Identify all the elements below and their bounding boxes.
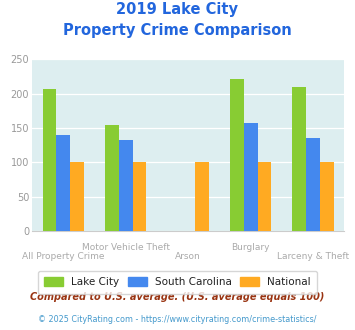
Bar [105, 125, 119, 231]
Text: Arson: Arson [175, 252, 201, 261]
Text: Motor Vehicle Theft: Motor Vehicle Theft [82, 243, 170, 251]
Text: © 2025 CityRating.com - https://www.cityrating.com/crime-statistics/: © 2025 CityRating.com - https://www.city… [38, 315, 317, 324]
Bar [244, 122, 257, 231]
Bar [293, 87, 306, 231]
Text: All Property Crime: All Property Crime [22, 252, 104, 261]
Legend: Lake City, South Carolina, National: Lake City, South Carolina, National [38, 271, 317, 294]
Text: Compared to U.S. average. (U.S. average equals 100): Compared to U.S. average. (U.S. average … [30, 292, 325, 302]
Bar [230, 79, 244, 231]
Bar [132, 162, 146, 231]
Bar [70, 162, 84, 231]
Bar [56, 135, 70, 231]
Bar [119, 140, 132, 231]
Bar [43, 89, 56, 231]
Text: Property Crime Comparison: Property Crime Comparison [63, 23, 292, 38]
Bar [320, 162, 334, 231]
Text: Burglary: Burglary [231, 243, 270, 251]
Text: 2019 Lake City: 2019 Lake City [116, 2, 239, 16]
Bar [257, 162, 271, 231]
Bar [195, 162, 209, 231]
Bar [306, 138, 320, 231]
Text: Larceny & Theft: Larceny & Theft [277, 252, 349, 261]
